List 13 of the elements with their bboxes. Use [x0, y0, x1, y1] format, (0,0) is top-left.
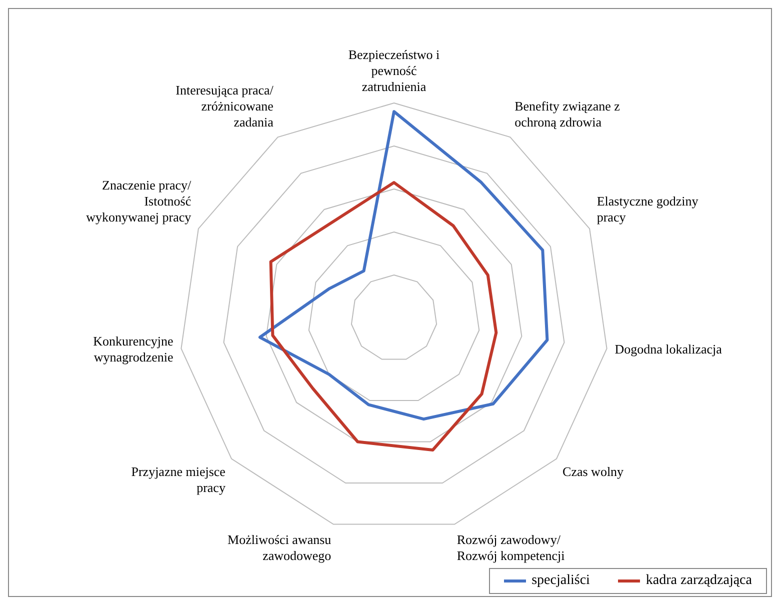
spoke-label: Czas wolny [562, 464, 624, 480]
spoke-label: Benefity związane z ochroną zdrowia [514, 98, 620, 130]
spoke-label: Interesująca praca/ zróżnicowane zadania [176, 82, 274, 130]
spoke-label: Rozwój zawodowy/ Rozwój kompetencji [456, 532, 566, 563]
spoke-label: Dogodna lokalizacja [614, 342, 722, 357]
legend-label: specjaliści [532, 573, 590, 589]
spoke-label: Konkurencyjne wynagrodzenie [93, 334, 174, 365]
spoke-label: Znaczenie pracy/ Istotność wykonywanej pracy [86, 177, 192, 224]
spoke-label: Bezpieczeństwo i pewność zatrudnienia [348, 47, 440, 94]
legend-label: kadra zarządzająca [646, 573, 752, 589]
spoke-label: Przyjazne miejsce pracy [131, 464, 226, 496]
spoke-label: Możliwości awansu zawodowego [228, 532, 332, 563]
spoke-label: Elastyczne godziny pracy [596, 193, 699, 224]
